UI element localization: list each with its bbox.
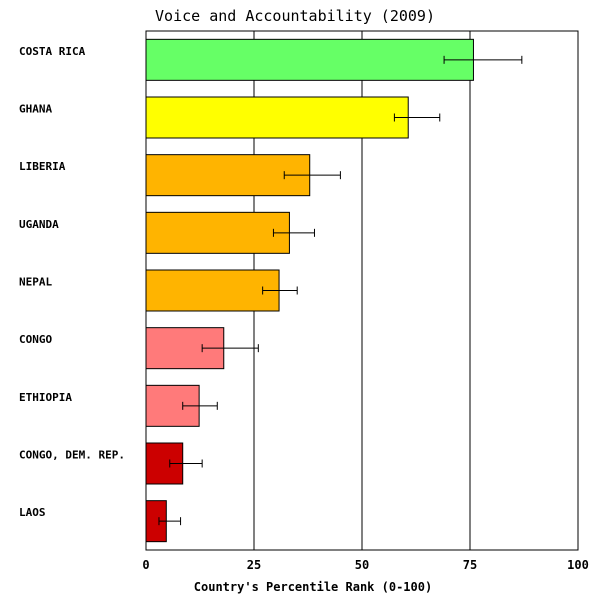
category-label-laos: LAOS bbox=[19, 506, 46, 519]
chart-title: Voice and Accountability (2009) bbox=[155, 7, 435, 25]
x-axis-title: Country's Percentile Rank (0-100) bbox=[194, 580, 432, 594]
x-tick-labels: 0 25 50 75 100 bbox=[142, 558, 588, 572]
category-label-uganda: UGANDA bbox=[19, 218, 59, 231]
x-tick-label-75: 75 bbox=[463, 558, 477, 572]
x-tick-label-0: 0 bbox=[142, 558, 149, 572]
category-label-costa-rica: COSTA RICA bbox=[19, 45, 86, 58]
bar-costa-rica bbox=[145, 38, 474, 81]
category-labels: COSTA RICA GHANA LIBERIA UGANDA NEPAL CONGO ET… bbox=[19, 45, 125, 519]
bar-ghana bbox=[145, 96, 409, 139]
category-label-congo: CONGO bbox=[19, 333, 52, 346]
bar-uganda bbox=[145, 211, 290, 254]
category-label-liberia: LIBERIA bbox=[19, 160, 66, 173]
category-label-ethiopia: ETHIOPIA bbox=[19, 391, 72, 404]
bar-liberia bbox=[145, 154, 311, 197]
bar-nepal bbox=[145, 269, 280, 312]
category-label-nepal: NEPAL bbox=[19, 276, 52, 289]
error-bars bbox=[158, 55, 523, 526]
plot-frame bbox=[145, 30, 579, 551]
category-label-ghana: GHANA bbox=[19, 103, 52, 116]
x-tick-label-25: 25 bbox=[247, 558, 261, 572]
bars bbox=[145, 38, 474, 543]
x-tick-label-50: 50 bbox=[355, 558, 369, 572]
category-label-congo-dem-rep: CONGO, DEM. REP. bbox=[19, 449, 125, 462]
x-tick-label-100: 100 bbox=[567, 558, 589, 572]
